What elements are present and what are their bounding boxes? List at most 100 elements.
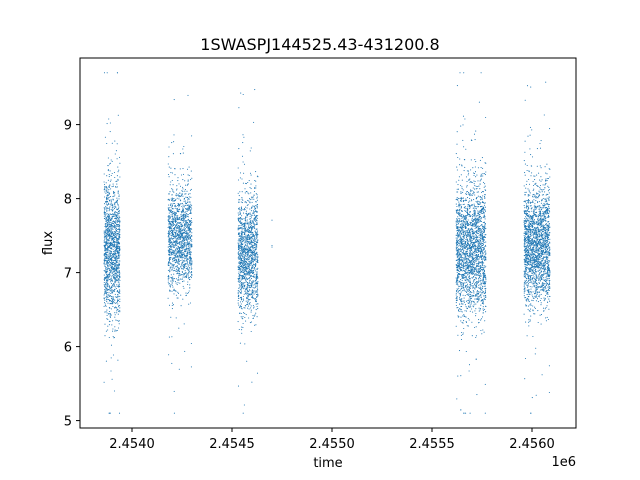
data-point [113,285,115,287]
data-point [187,214,189,216]
data-point [111,142,113,144]
data-point [483,265,486,267]
data-point [113,195,115,197]
data-point [108,412,110,414]
data-point [177,177,179,179]
data-point [103,215,105,217]
data-point [254,283,256,285]
data-point [238,275,240,277]
data-point [188,242,190,244]
data-point [245,305,247,307]
data-point [106,249,108,251]
data-point [178,260,180,262]
data-point [115,330,117,332]
data-point [118,245,120,247]
data-point [256,197,258,199]
data-point [168,274,170,277]
data-point [115,240,118,242]
data-point [105,211,107,214]
data-point [482,309,484,312]
data-point [174,223,176,226]
data-point [116,72,119,74]
data-point [103,254,105,256]
data-point [245,212,247,214]
data-point [481,205,483,207]
data-point [174,217,176,219]
data-point [191,228,193,230]
data-point [189,260,191,262]
data-point [240,268,242,270]
data-point [175,230,177,232]
data-point [249,150,251,152]
data-point [184,276,186,278]
data-point [178,256,180,258]
data-point [188,204,190,206]
data-point [239,238,241,240]
data-point [103,244,105,246]
data-point [481,291,483,294]
data-point [247,301,249,303]
data-point [252,297,254,300]
data-point [463,314,465,316]
data-point [103,263,105,265]
data-point [185,221,187,223]
data-point [109,221,111,224]
data-point [111,324,113,326]
data-point [455,237,457,239]
data-point [252,281,254,283]
data-point [118,218,120,220]
data-point [172,278,175,280]
data-point [119,295,121,297]
data-point [465,270,467,272]
data-point [185,226,188,229]
data-point [119,234,121,236]
data-point [238,262,240,264]
data-point [481,289,483,291]
data-point [250,243,252,245]
data-point [182,249,184,252]
data-point [475,278,477,280]
data-point [104,263,106,265]
data-point [119,301,121,303]
data-point [191,261,193,263]
data-point [106,272,108,274]
data-point [107,170,109,172]
data-point [460,125,462,127]
data-point [118,212,120,214]
data-point [114,217,116,219]
data-point [189,232,191,234]
data-point [244,316,246,319]
data-point [104,299,106,301]
data-point [257,215,259,217]
data-point [106,191,109,193]
data-point [114,326,116,328]
data-point [173,260,175,262]
data-point [187,257,189,259]
data-point [481,247,483,249]
data-point [171,277,173,279]
data-point [174,289,176,291]
data-point [239,262,241,264]
data-point [238,328,240,331]
data-point [241,226,243,228]
data-point [257,290,259,292]
data-point [170,276,172,278]
data-point [103,305,105,307]
data-point [168,283,171,285]
data-point [184,180,186,182]
data-point [177,282,179,284]
data-point [107,256,109,258]
data-point [246,204,248,206]
data-point [169,184,171,186]
data-point [255,240,257,242]
data-point [250,251,252,253]
data-point [475,206,477,208]
data-point [180,274,182,276]
data-point [179,185,182,187]
data-point [107,298,110,301]
data-point [256,274,258,276]
data-point [254,257,256,259]
data-point [112,250,114,252]
data-point [186,168,189,170]
data-point [181,274,183,276]
